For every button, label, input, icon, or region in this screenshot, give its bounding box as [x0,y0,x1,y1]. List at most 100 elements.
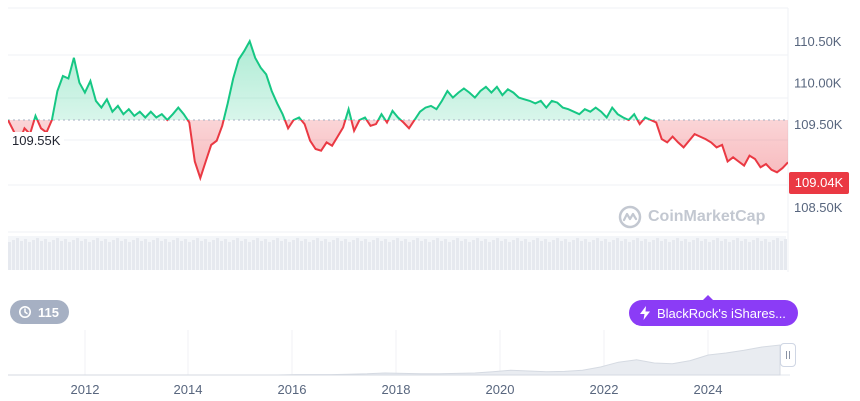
volume-bar [596,238,599,270]
volume-bar [24,239,27,270]
volume-bar [376,238,379,270]
volume-bar [20,241,23,270]
volume-bar [640,241,643,270]
volume-bar [600,241,603,270]
volume-bar [32,240,35,270]
volume-bar [156,238,159,270]
volume-bar [396,238,399,270]
volume-bar [324,239,327,270]
volume-bar [120,241,123,270]
volume-bar [612,240,615,270]
volume-bar [624,239,627,270]
volume-bar [768,242,771,270]
volume-bar [736,238,739,270]
volume-bar [680,241,683,270]
volume-bar [752,240,755,270]
volume-bar [732,240,735,270]
volume-bar [564,239,567,270]
navigator-year-labels: 2012 2014 2016 2018 2020 2022 2024 [71,382,723,397]
navigator-year-label: 2016 [278,382,307,397]
volume-bar [160,241,163,270]
volume-bar [356,238,359,270]
navigator-year-label: 2012 [71,382,100,397]
navigator-history-area [8,344,781,376]
volume-bar [556,238,559,270]
volume-bar [616,238,619,270]
volume-bar [608,242,611,270]
volume-bar [536,238,539,270]
price-line-above [8,38,654,120]
volume-bar [188,242,191,270]
volume-bar [448,242,451,270]
volume-bar [328,242,331,270]
volume-bar [8,242,11,270]
volume-bar [384,239,387,270]
volume-bar [228,242,231,270]
volume-bar [780,241,783,270]
volume-bar [496,238,499,270]
volume-bar [668,242,671,270]
volume-bar [380,241,383,270]
volume-bar [716,238,719,270]
volume-bar [132,240,135,270]
volume-bar [12,240,15,270]
volume-bar [700,241,703,270]
current-price-tag: 109.04K [789,172,849,194]
volume-bar [128,242,131,270]
volume-bar [472,240,475,270]
volume-bar [400,241,403,270]
volume-bar [60,241,63,270]
volume-bar [500,241,503,270]
volume-bar [316,238,319,270]
volume-bar [516,238,519,270]
volume-bar [140,241,143,270]
volume-bar [464,239,467,270]
volume-bar [148,242,151,270]
volume-bar [776,238,779,270]
volume-bar [476,238,479,270]
navigator-handle[interactable] [780,343,796,367]
event-annotation-pill[interactable]: BlackRock's iShares... [629,295,798,326]
volume-bar [336,238,339,270]
volume-bar [468,242,471,270]
y-tick-label: 108.50K [794,200,843,215]
volume-bar [264,239,267,270]
volume-bar [212,240,215,270]
volume-bar [244,239,247,270]
volume-bar [408,242,411,270]
volume-bar [144,239,147,270]
volume-bar [628,242,631,270]
volume-bar [308,242,311,270]
volume-bar [492,240,495,270]
volume-bar [272,240,275,270]
volume-bar [204,239,207,270]
volume-bar [348,242,351,270]
volume-bar [268,242,271,270]
volume-bar [692,240,695,270]
navigator-year-label: 2014 [174,382,203,397]
volume-bar [760,241,763,270]
volume-bar [428,242,431,270]
volume-bar [644,239,647,270]
history-badge[interactable]: 115 [10,300,69,324]
volume-bar [312,240,315,270]
volume-bar [76,238,79,270]
volume-bar [664,239,667,270]
area-below-reference [8,120,788,179]
volume-bar [480,241,483,270]
range-navigator[interactable]: 2012 2014 2016 2018 2020 2022 2024 [0,330,860,401]
volume-bar [296,238,299,270]
volume-bar [16,238,19,270]
lightning-icon [640,306,650,320]
volume-bar [116,238,119,270]
volume-bar [72,240,75,270]
volume-bar [528,242,531,270]
navigator-area [8,344,781,376]
volume-bar [368,242,371,270]
grid-lines [8,7,789,272]
price-area [8,41,788,179]
volume-bar [712,240,715,270]
volume-bar [444,239,447,270]
volume-bar [580,241,583,270]
